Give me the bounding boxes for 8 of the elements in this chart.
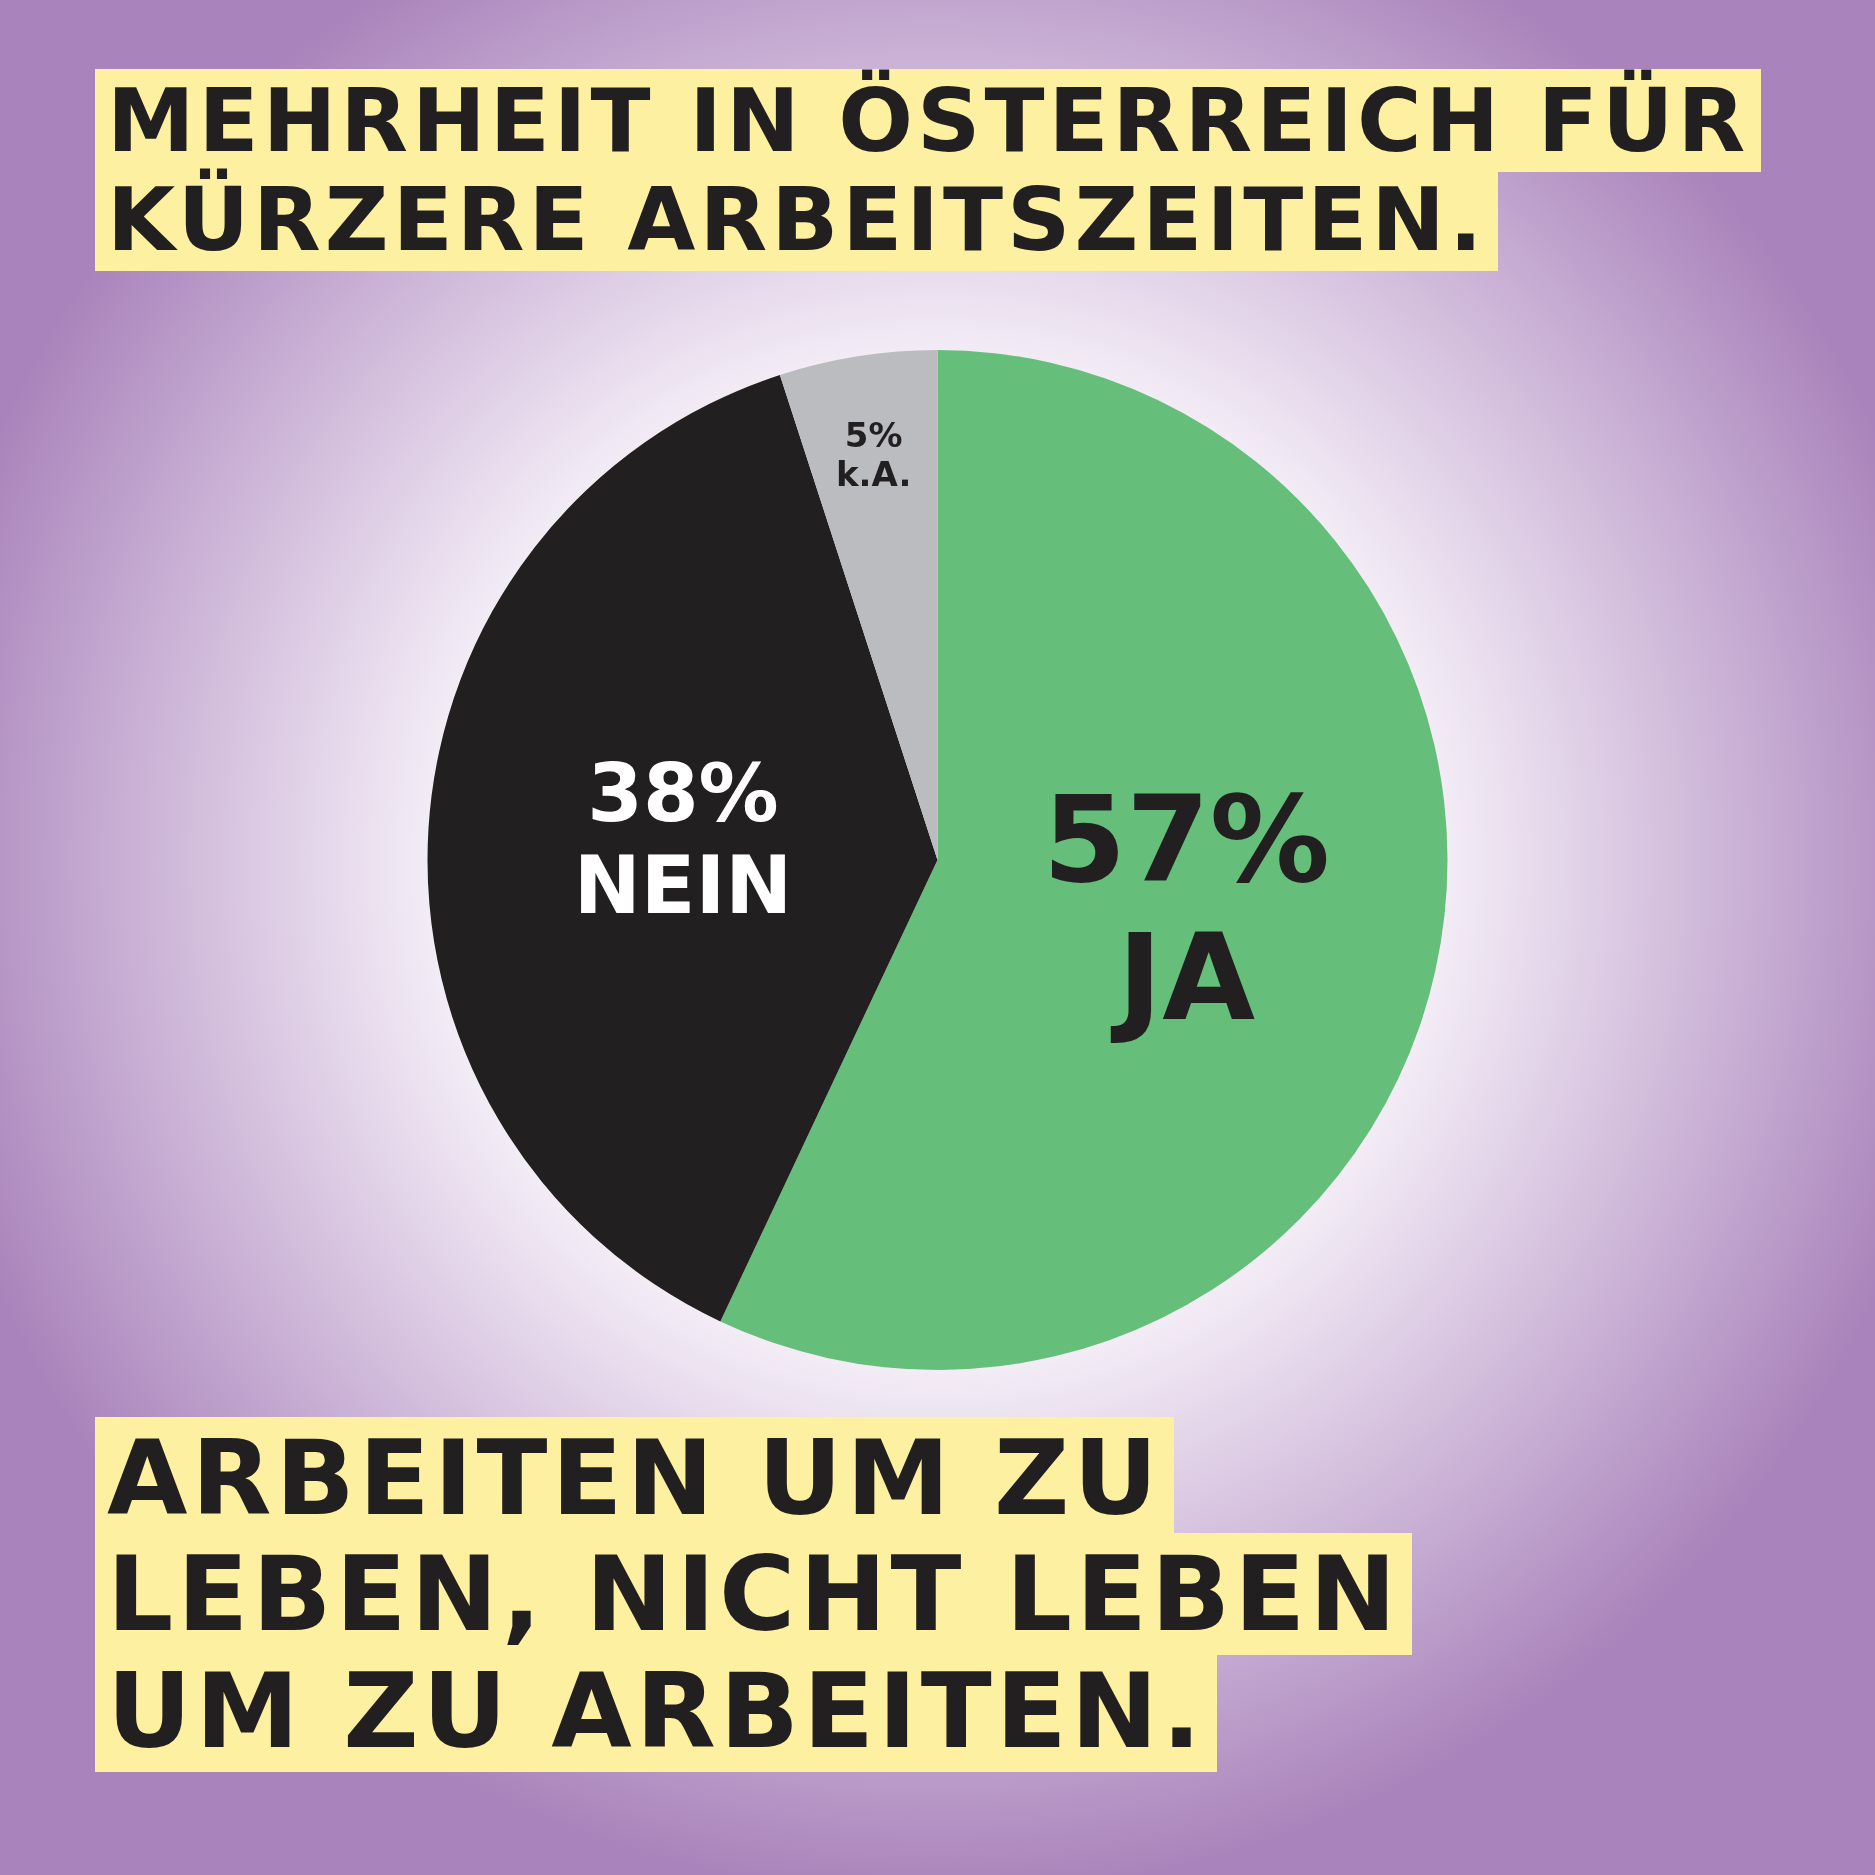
data-label: 5%: [844, 415, 903, 456]
slice-label: NEIN: [573, 838, 793, 932]
text: ARBEITEN UM ZU LEBEN, NICHT LEBEN UM ZU ARBEITEN.: [95, 1417, 1413, 1772]
chart-title: MEHRHEIT IN ÖSTERREICH FÜR KÜRZERE ARBEITSZEITEN.: [95, 69, 1762, 271]
data-label: 57%: [1042, 769, 1330, 909]
data-label: 38%: [587, 746, 779, 840]
slice-label: k.A.: [835, 454, 912, 495]
slice-label: JA: [1110, 907, 1256, 1047]
